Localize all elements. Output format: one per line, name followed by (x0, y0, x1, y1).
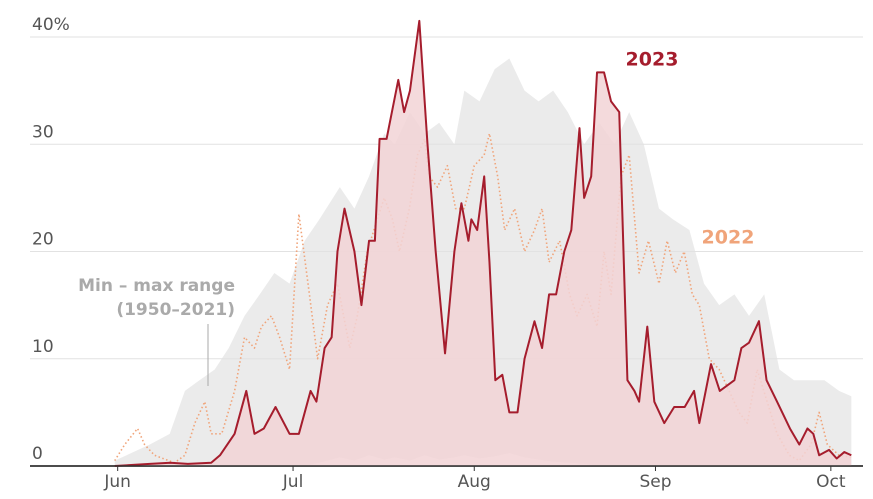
x-tick-label: Jul (282, 472, 304, 492)
x-tick-label: Aug (458, 472, 491, 492)
y-tick-label: 20 (32, 230, 54, 250)
range-label: (1950–2021) (116, 300, 235, 320)
line (114, 132, 852, 464)
series-label: 2022 (702, 227, 755, 249)
x-tick-label: Oct (816, 472, 846, 492)
area (114, 20, 852, 466)
y-tick-label: 30 (32, 122, 54, 142)
range-label: Min – max range (78, 276, 235, 296)
x-tick-label: Jun (103, 472, 131, 492)
y-tick-label: 40% (32, 15, 70, 35)
x-tick-label: Sep (639, 472, 671, 492)
line (114, 19, 852, 467)
series-label: 2023 (626, 49, 679, 71)
y-tick-label: 0 (32, 444, 43, 464)
y-tick-label: 10 (32, 337, 54, 357)
